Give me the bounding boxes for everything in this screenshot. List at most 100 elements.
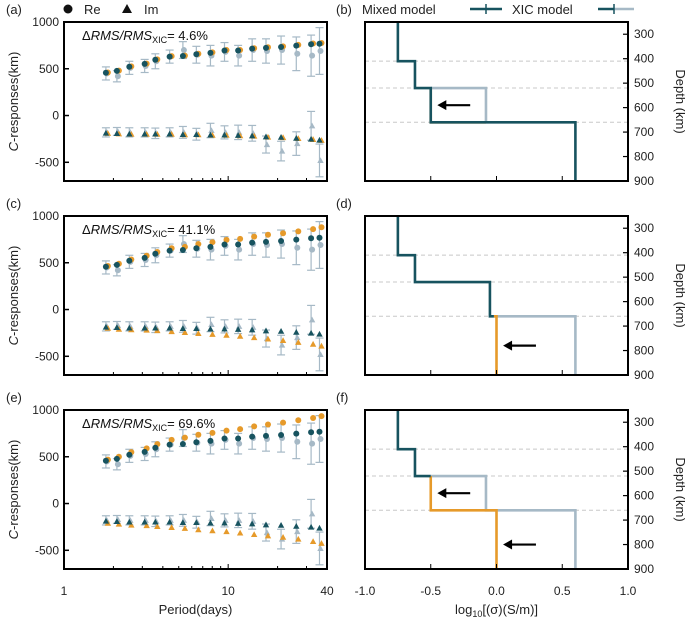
rms-delta: Δ — [82, 28, 91, 43]
panel-label: (f) — [336, 390, 348, 405]
im-legend-label: Im — [144, 2, 158, 17]
obs-re-point — [317, 435, 324, 442]
mixed-re-point — [249, 433, 256, 440]
obs-re-point — [317, 47, 324, 54]
y-axis-label-rest: -responses(km) — [6, 246, 21, 336]
xic-im-point — [250, 531, 258, 537]
x-axis-label-log: log — [455, 602, 472, 617]
xic-im-point — [236, 529, 244, 536]
mixed-im-point — [141, 518, 148, 525]
panel-label: (c) — [6, 196, 21, 211]
mixed-re-point — [193, 51, 200, 58]
left-panel-2: (e) ΔRMS/RMSXIC= 69.6% 1000 500 0 -500 C-respo… — [6, 390, 328, 570]
xic-im-point — [264, 335, 272, 342]
x-axis-label: log10[(σ)(S/m)] — [455, 602, 538, 619]
mixed-profile — [396, 410, 431, 478]
mixed-im-point — [207, 325, 214, 332]
mixed-re-point — [316, 234, 323, 241]
depth-tick-label: 800 — [634, 344, 654, 358]
mixed-re-point — [278, 237, 285, 244]
depth-tick-label: 300 — [634, 27, 654, 41]
mixed-re-point — [166, 53, 173, 60]
obs-im-point — [317, 157, 324, 163]
obs-im-point — [208, 515, 215, 522]
xic-re-point — [264, 421, 271, 428]
y-tick-label: 500 — [39, 62, 59, 76]
mixed-re-point — [126, 63, 133, 70]
mixed-im-point — [293, 522, 300, 529]
obs-im-point — [208, 127, 215, 134]
obs-re-point — [180, 47, 187, 54]
mixed-im-point — [113, 518, 121, 525]
mixed-im-point — [152, 518, 159, 525]
panel-frame — [364, 21, 629, 182]
depth-tick-label: 400 — [634, 440, 654, 454]
arrow-head — [437, 488, 447, 499]
xic-im-point — [181, 525, 189, 531]
obs-re-point — [294, 50, 301, 57]
y-tick-label: 1000 — [32, 403, 59, 417]
y-tick-label: 0 — [52, 109, 59, 123]
y-axis-label-c: C — [6, 335, 21, 345]
mixed-re-point — [193, 439, 200, 446]
mixed-re-point — [207, 49, 214, 56]
xic-im-point — [250, 334, 258, 341]
depth-tick-label: 400 — [634, 52, 654, 66]
x-tick-label: 0.0 — [488, 584, 505, 598]
mixed-re-point — [102, 263, 109, 270]
im-legend-marker — [122, 4, 132, 13]
mixed-im-point — [262, 133, 270, 140]
xic-re-point — [264, 231, 271, 238]
obs-im-point — [208, 321, 215, 328]
mixed-im-point — [179, 519, 187, 525]
obs-re-point — [236, 440, 243, 447]
xic_gray-profile — [430, 474, 577, 569]
rms-value: = 41.1% — [167, 222, 216, 237]
mixed-im-point — [141, 324, 148, 331]
xic_gray-profile — [493, 314, 577, 375]
right-panel-2: (f) 300 400 500 600 700 800 900 Depth (km) — [336, 390, 685, 576]
mixed-re-point — [293, 236, 300, 243]
xic-re-point — [295, 417, 302, 424]
y-axis-label-rest: -responses(km) — [6, 52, 21, 142]
xic-re-point — [209, 239, 216, 246]
rms-delta: Δ — [82, 416, 91, 431]
mixed-im-point — [221, 131, 228, 138]
mixed-im-point — [152, 324, 159, 331]
y-axis-label-rest: -responses(km) — [6, 440, 21, 530]
obs-im-point — [308, 510, 316, 517]
depth-tick-label: 700 — [634, 319, 654, 333]
depth-tick-label: 500 — [634, 76, 654, 90]
y-tick-label: 1000 — [32, 209, 59, 223]
depth-tick-label: 500 — [634, 270, 654, 284]
obs-im-point — [263, 529, 271, 536]
depth-axis-label: Depth (km) — [673, 69, 685, 133]
obs-re-point — [114, 461, 121, 468]
xic-re-point — [295, 228, 302, 235]
xic-im-point — [295, 535, 302, 542]
y-axis-label-c: C — [6, 141, 21, 151]
mixed-re-point — [221, 47, 228, 54]
arrow-head — [503, 340, 513, 351]
rms-ratio: RMS/RMS — [91, 416, 153, 431]
mixed-im-point — [102, 517, 110, 524]
mixed-im-point — [126, 518, 133, 525]
mixed-im-point — [207, 131, 214, 138]
mixed-im-point — [277, 522, 285, 528]
xic-re-point — [223, 427, 230, 434]
mixed-legend-label: Mixed model — [362, 2, 436, 17]
mixed-re-point — [221, 435, 228, 442]
depth-tick-label: 500 — [634, 464, 654, 478]
depth-tick-label: 900 — [634, 562, 654, 576]
mixed-im-point — [316, 524, 323, 531]
rms-annotation: ΔRMS/RMSXIC= 41.1% — [82, 222, 216, 239]
y-tick-label: -500 — [35, 349, 59, 363]
obs-im-point — [263, 141, 271, 148]
xic-re-point — [237, 426, 244, 433]
mixed-im-point — [126, 130, 133, 137]
xic-re-point — [223, 236, 230, 243]
obs-re-point — [309, 440, 316, 447]
mixed-im-point — [262, 327, 270, 334]
xic-re-point — [237, 235, 244, 242]
y-tick-label: 0 — [52, 303, 59, 317]
